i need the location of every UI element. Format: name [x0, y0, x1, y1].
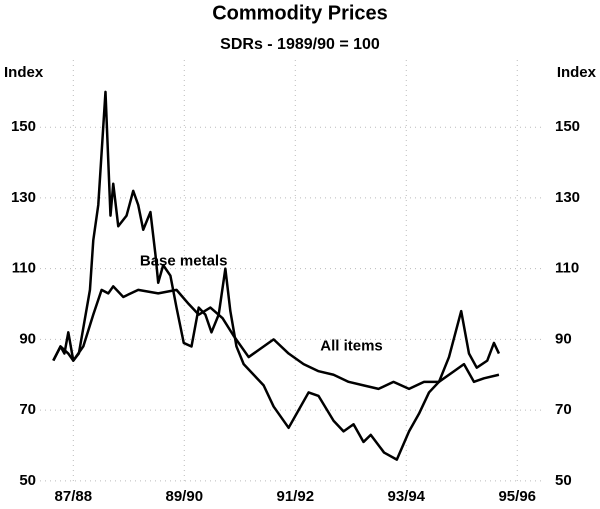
x-tick-label: 95/96	[498, 488, 536, 505]
line-series	[52, 90, 501, 461]
annotation: Base metals	[140, 253, 228, 270]
chart-subtitle: SDRs - 1989/90 = 100	[220, 36, 380, 53]
x-tick-label: 93/94	[387, 488, 425, 505]
x-tick-label: 91/92	[277, 488, 315, 505]
y-tick-label: 70	[19, 401, 36, 418]
y-tick-label: 130	[11, 189, 36, 206]
y-tick-label: 110	[12, 260, 36, 277]
y2-axis-label: Index	[557, 64, 597, 81]
y-tick-label: 150	[11, 118, 36, 135]
annotation: All items	[320, 337, 383, 354]
y2-tick-label: 150	[555, 118, 580, 135]
y2-tick-label: 90	[555, 330, 572, 347]
y2-tick-label: 130	[555, 189, 580, 206]
y-tick-label: 50	[19, 472, 36, 489]
y-tick-label: 90	[19, 330, 36, 347]
x-tick-label: 89/90	[166, 488, 204, 505]
y2-tick-label: 50	[555, 472, 572, 489]
y-axis-label: Index	[4, 64, 44, 81]
y2-tick-label: 110	[555, 260, 579, 277]
chart-title: Commodity Prices	[212, 2, 388, 24]
x-tick-label: 87/88	[55, 488, 93, 505]
y2-tick-label: 70	[555, 401, 572, 418]
line-series	[52, 285, 500, 391]
